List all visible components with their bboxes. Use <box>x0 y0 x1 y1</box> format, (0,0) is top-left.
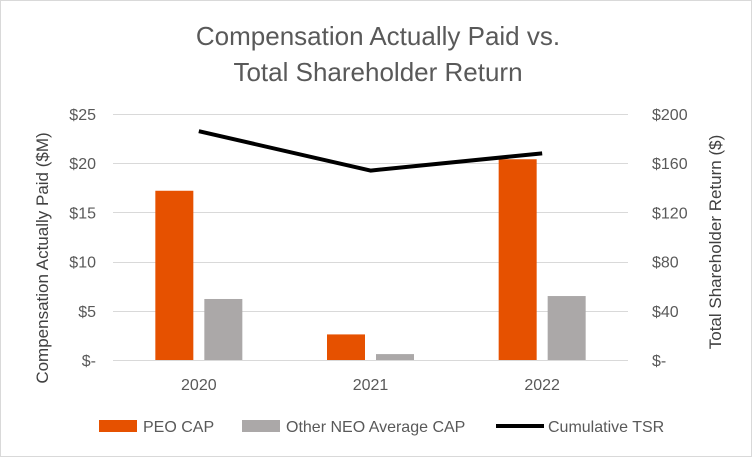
y-tick-left-2: $10 <box>69 255 96 272</box>
right-axis-ticks: $- $40 $80 $120 $160 $200 <box>652 107 688 370</box>
y-tick-right-1: $40 <box>652 304 679 321</box>
y-axis-title-left: Compensation Actually Paid ($M) <box>33 132 52 383</box>
chart-title-line-2: Total Shareholder Return <box>233 57 522 87</box>
x-tick-2020: 2020 <box>181 377 217 394</box>
bar-other-neo-average-cap-2022 <box>547 296 586 360</box>
y-tick-right-0: $- <box>652 353 666 370</box>
y-tick-left-1: $5 <box>78 304 96 321</box>
y-tick-right-4: $160 <box>652 156 688 173</box>
bar-other-neo-average-cap-2021 <box>376 354 414 360</box>
y-tick-left-4: $20 <box>69 156 96 173</box>
x-tick-2022: 2022 <box>524 377 560 394</box>
y-tick-right-3: $120 <box>652 205 688 222</box>
y-tick-left-0: $- <box>82 353 96 370</box>
bar-series <box>155 159 586 360</box>
legend: PEO CAP Other NEO Average CAP Cumulative T… <box>99 419 664 436</box>
bar-peo-cap-2020 <box>155 190 194 360</box>
bar-peo-cap-2022 <box>498 159 537 360</box>
legend-swatch-other-neo-average-cap <box>242 420 280 432</box>
x-tick-2021: 2021 <box>353 377 389 394</box>
gridlines <box>113 114 628 361</box>
chart-title-line-1: Compensation Actually Paid vs. <box>196 21 560 51</box>
y-tick-right-5: $200 <box>652 107 688 124</box>
legend-label-other-neo-average-cap: Other NEO Average CAP <box>286 419 465 436</box>
y-tick-left-3: $15 <box>69 205 96 222</box>
legend-swatch-peo-cap <box>99 420 137 432</box>
x-axis-ticks: 2020 2021 2022 <box>181 377 560 394</box>
bar-other-neo-average-cap-2020 <box>204 298 243 360</box>
y-tick-right-2: $80 <box>652 255 679 272</box>
left-axis-ticks: $- $5 $10 $15 $20 $25 <box>69 107 96 370</box>
line-cumulative-tsr <box>198 129 543 173</box>
bar-peo-cap-2021 <box>327 334 365 360</box>
line-series <box>198 129 543 173</box>
y-tick-left-5: $25 <box>69 107 96 124</box>
legend-label-cumulative-tsr: Cumulative TSR <box>548 419 664 436</box>
y-axis-title-right: Total Shareholder Return ($) <box>706 135 725 350</box>
legend-label-peo-cap: PEO CAP <box>143 419 214 436</box>
